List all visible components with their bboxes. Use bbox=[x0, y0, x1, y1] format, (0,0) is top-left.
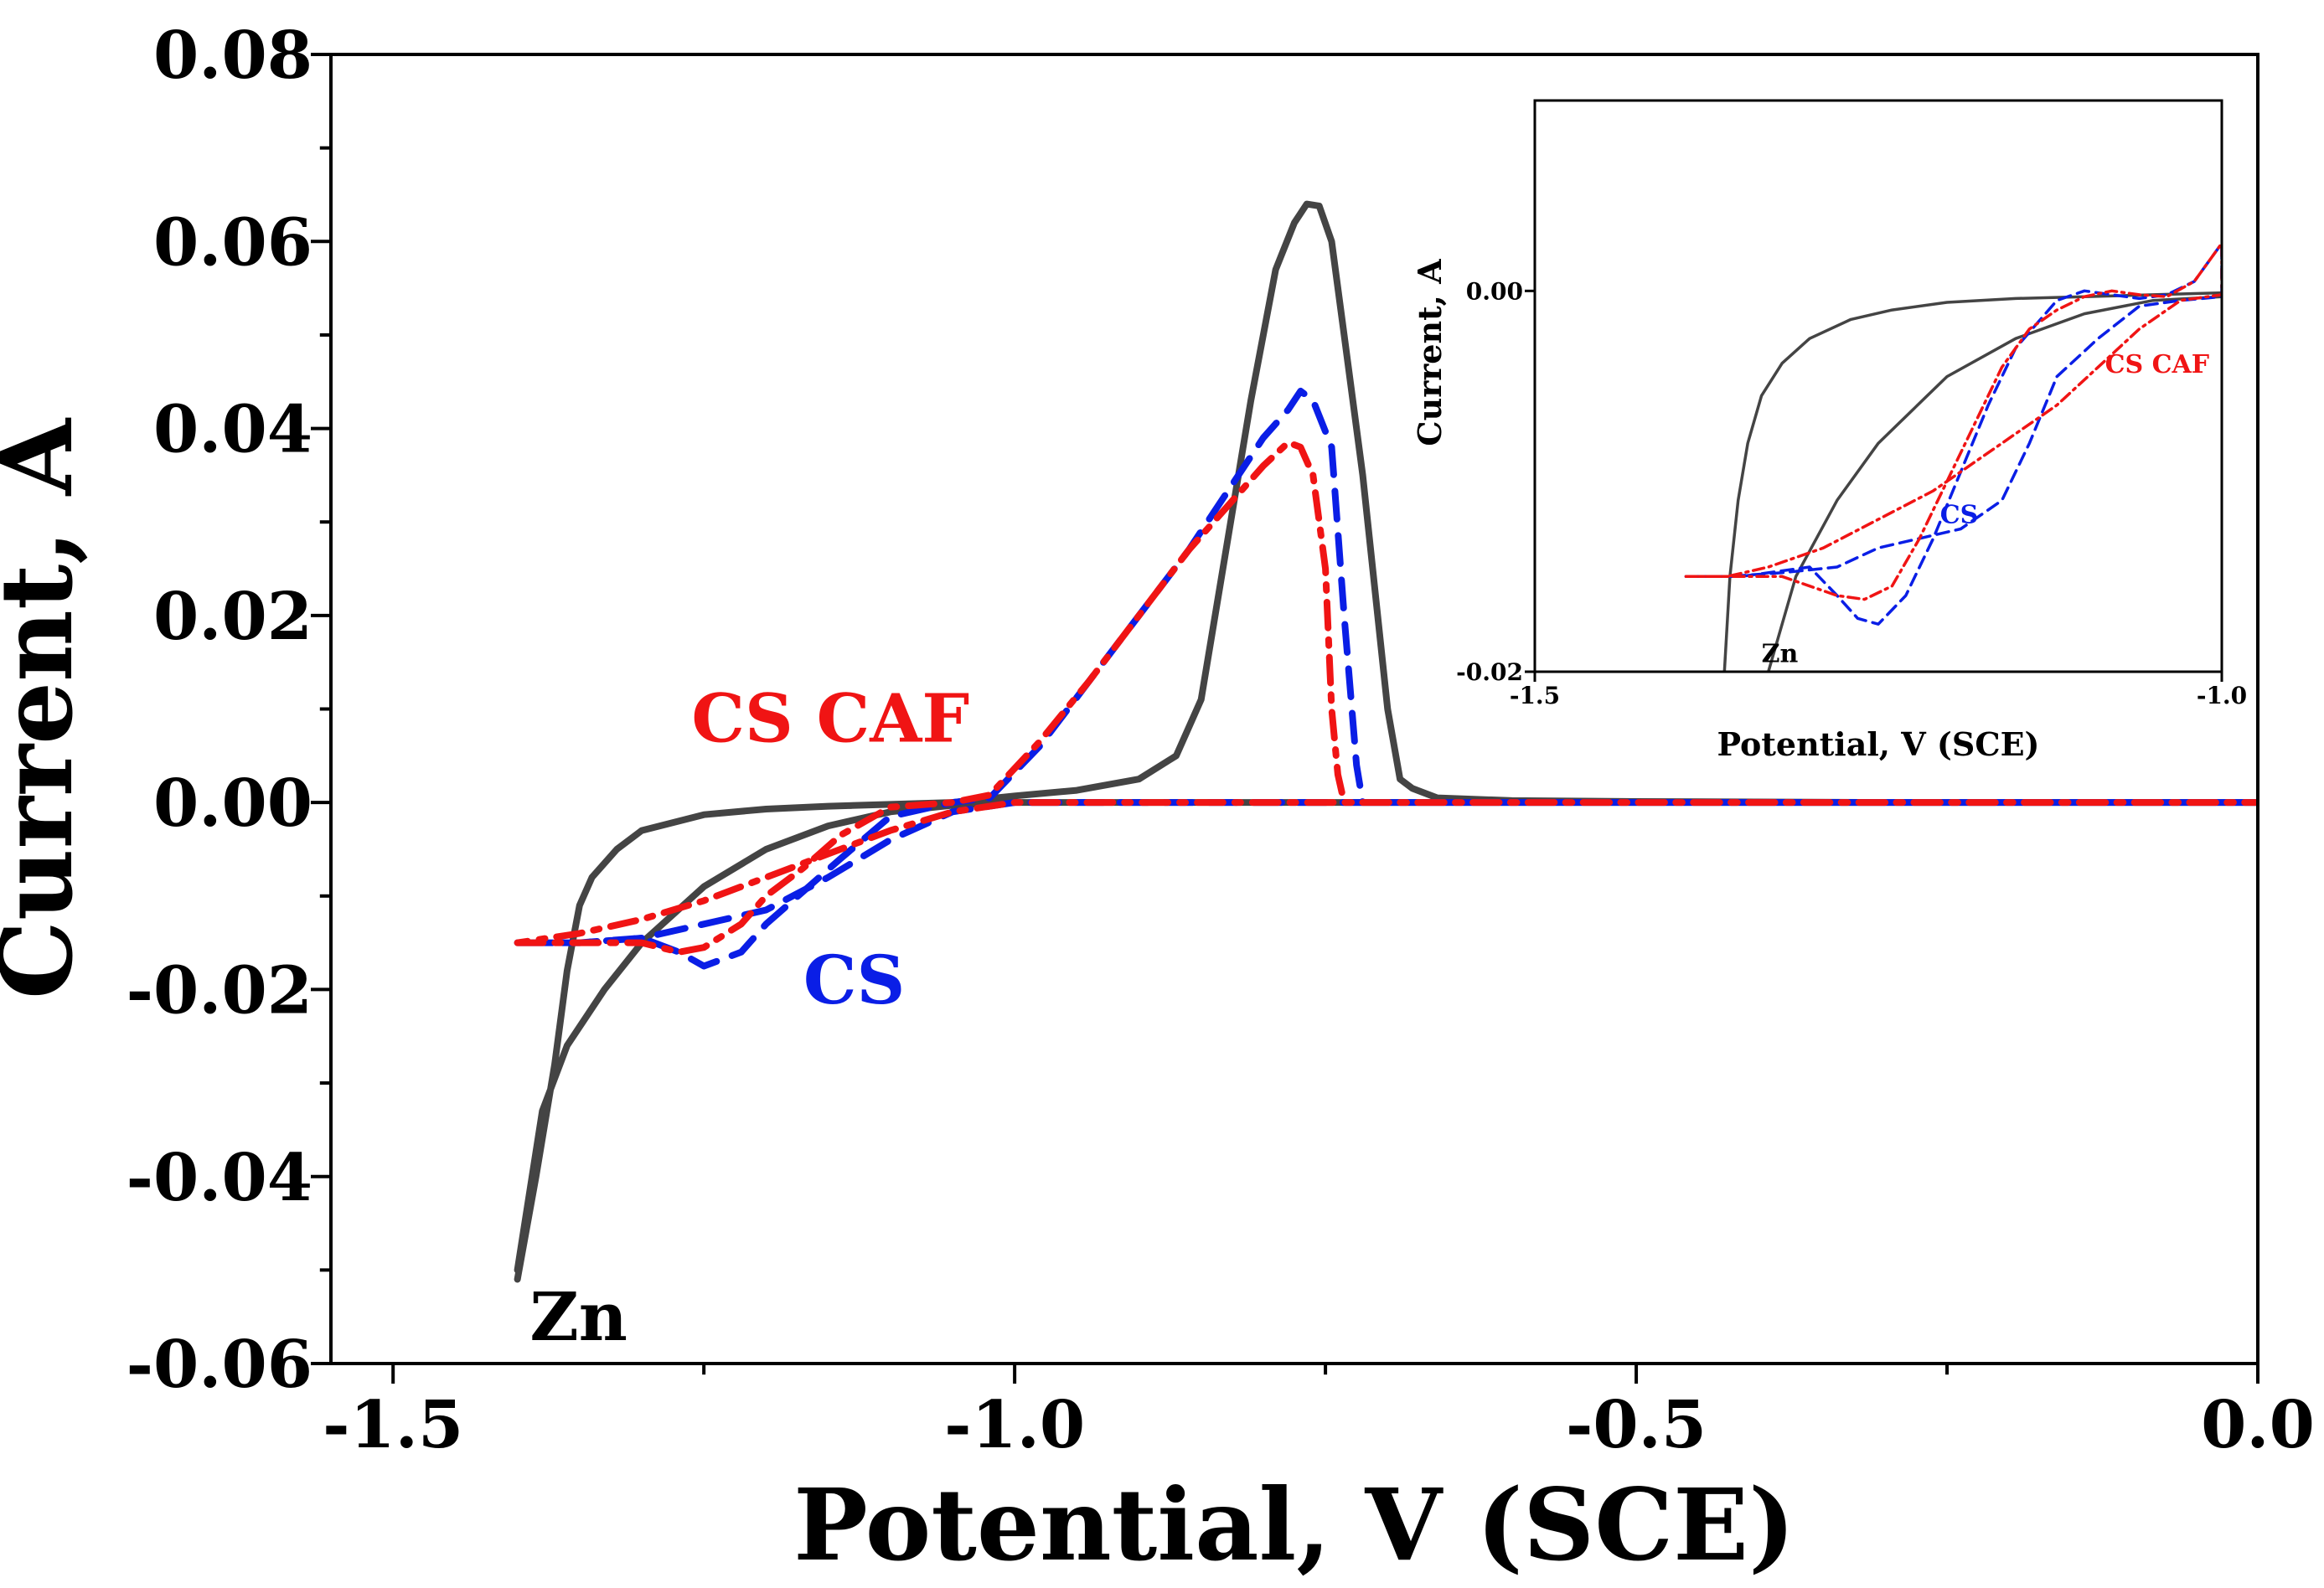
inset-series-cs-caf bbox=[1684, 241, 2222, 601]
inset-y-axis-title: Current, A bbox=[1411, 259, 1449, 446]
x-axis-title: Potential, V (SCE) bbox=[793, 1467, 1795, 1583]
inset-x-tick-labels: -1.5 -1.0 bbox=[1510, 682, 2247, 709]
main-x-tick-label: -0.5 bbox=[1566, 1387, 1707, 1463]
main-y-tick-label: 0.08 bbox=[153, 18, 312, 94]
main-x-tick-label: -1.0 bbox=[944, 1387, 1085, 1463]
inset-y-tick-label: -0.02 bbox=[1456, 658, 1523, 686]
series-label-zn: Zn bbox=[529, 1277, 627, 1356]
inset-x-tick-label: -1.5 bbox=[1510, 682, 1560, 709]
inset-background bbox=[1535, 101, 2222, 672]
main-y-tick-label: 0.06 bbox=[153, 204, 312, 281]
inset-ticks bbox=[1525, 289, 2223, 682]
series-label-cs: CS bbox=[803, 941, 905, 1019]
main-ticks bbox=[311, 53, 2259, 1384]
main-plot: -0.06 -0.04 -0.02 0.00 0.02 0.04 0.06 0.08 -1.5… bbox=[0, 18, 2315, 1583]
inset-x-axis-title: Potential, V (SCE) bbox=[1717, 725, 2039, 763]
main-y-tick-label: -0.02 bbox=[127, 953, 312, 1029]
main-y-tick-label: 0.00 bbox=[153, 766, 312, 842]
inset-series-label-zn: Zn bbox=[1762, 640, 1799, 669]
series-label-cs-caf: CS CAF bbox=[691, 679, 969, 758]
main-x-tick-label: -1.5 bbox=[323, 1387, 463, 1463]
y-axis-title: Current, A bbox=[0, 417, 95, 999]
main-x-tick-labels: -1.5 -1.0 -0.5 0.0 bbox=[323, 1387, 2315, 1463]
inset-plot-frame bbox=[1533, 99, 2223, 673]
main-y-tick-label: 0.02 bbox=[153, 579, 312, 655]
main-y-tick-label: -0.06 bbox=[127, 1327, 312, 1403]
main-x-tick-label: 0.0 bbox=[2201, 1387, 2315, 1463]
inset-curves bbox=[1684, 241, 2222, 672]
main-series-cs bbox=[514, 387, 2258, 970]
main-y-tick-label: 0.04 bbox=[153, 392, 312, 468]
inset-series-label-cs: CS bbox=[1940, 501, 1979, 530]
main-y-tick-label: -0.04 bbox=[127, 1140, 312, 1216]
main-curves bbox=[514, 200, 2258, 1283]
main-y-tick-labels: -0.06 -0.04 -0.02 0.00 0.02 0.04 0.06 0.08 bbox=[127, 18, 312, 1403]
main-series-cs-caf bbox=[514, 439, 2258, 956]
inset-y-tick-labels: -0.02 0.00 bbox=[1456, 277, 1523, 686]
inset-x-tick-label: -1.0 bbox=[2197, 682, 2247, 709]
inset-y-tick-label: 0.00 bbox=[1466, 277, 1523, 305]
inset-series-label-cs-caf: CS CAF bbox=[2105, 350, 2209, 379]
inset-plot: -0.02 0.00 -1.5 -1.0 Potential, V (SCE) Cu… bbox=[1411, 99, 2247, 763]
